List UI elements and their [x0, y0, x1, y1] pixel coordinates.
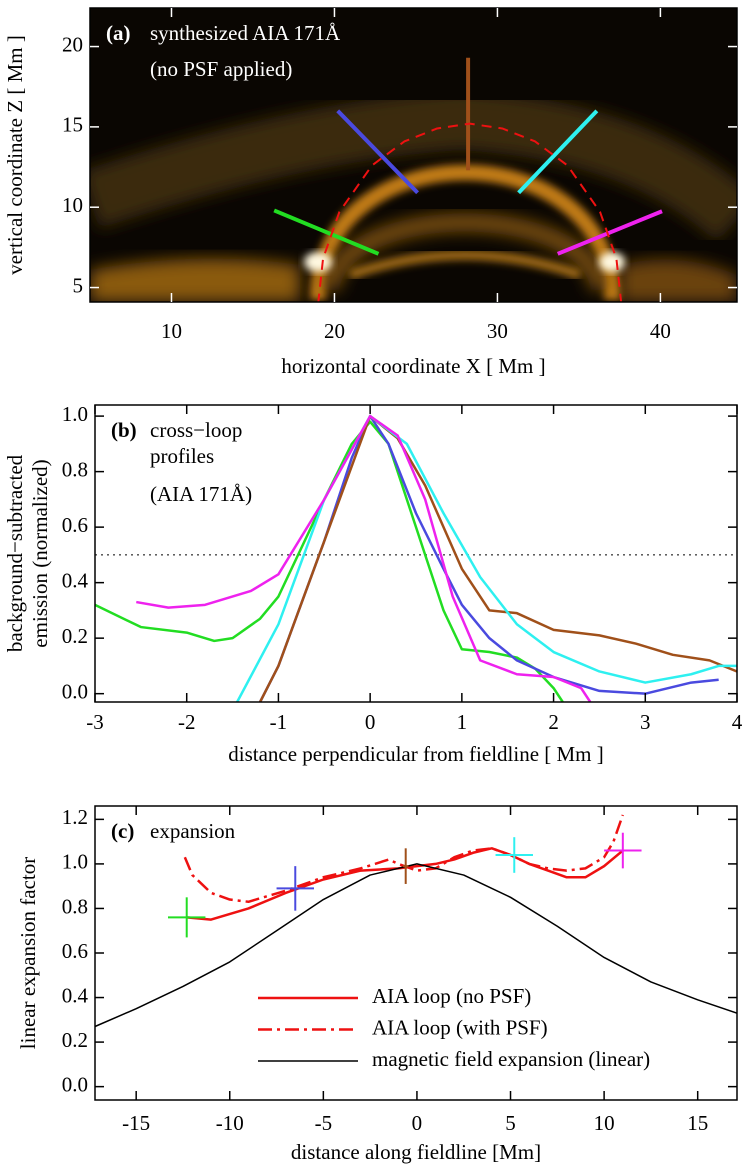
- cut-line: [556, 209, 663, 256]
- loop-trace: [317, 122, 623, 302]
- plot-frame: [94, 404, 738, 703]
- cut-line: [273, 208, 380, 256]
- x-tick-label: 4: [732, 710, 743, 734]
- x-tick-label: 15: [687, 1111, 708, 1135]
- x-tick-label: 40: [650, 319, 671, 343]
- series-line: [136, 414, 592, 702]
- plot-frame: [89, 7, 738, 303]
- y-tick-label: 0.4: [62, 568, 89, 592]
- x-tick-label: -5: [315, 1111, 333, 1135]
- x-tick-label: 10: [594, 1111, 615, 1135]
- panel-label: (a): [106, 21, 131, 45]
- panel-title: profiles: [150, 444, 214, 468]
- x-tick-label: 20: [324, 319, 345, 343]
- y-tick-label: 1.0: [62, 850, 88, 874]
- panel-subtitle: (no PSF applied): [150, 57, 292, 81]
- series-line: [95, 420, 564, 702]
- x-tick-label: 5: [505, 1111, 516, 1135]
- x-tick-label: 0: [365, 710, 376, 734]
- cut-line: [517, 109, 599, 195]
- panel-title: synthesized AIA 171Å: [150, 21, 341, 45]
- x-axis-label: distance along fieldline [Mm]: [291, 1140, 541, 1164]
- legend-label: AIA loop (no PSF): [372, 984, 531, 1008]
- y-tick-label: 0.4: [62, 983, 89, 1007]
- y-tick-label: 0.0: [62, 679, 88, 703]
- y-tick-label: 0.6: [62, 513, 88, 537]
- legend-label: magnetic field expansion (linear): [372, 1047, 650, 1071]
- y-tick-label: 10: [62, 193, 83, 217]
- y-tick-label: 0.8: [62, 457, 88, 481]
- x-tick-label: 0: [412, 1111, 423, 1135]
- panel-title: expansion: [150, 819, 236, 843]
- series-line: [186, 847, 624, 921]
- x-axis-label: horizontal coordinate X [ Mm ]: [281, 354, 545, 378]
- y-tick-label: 5: [73, 273, 84, 297]
- panel-label: (c): [111, 819, 134, 843]
- y-axis-label: emission (normalized): [28, 459, 52, 647]
- y-tick-label: 0.6: [62, 939, 88, 963]
- series-line: [236, 414, 737, 702]
- x-tick-label: 2: [548, 710, 559, 734]
- series-line: [258, 414, 719, 702]
- series-line: [183, 814, 625, 904]
- y-axis-label: background−subtracted: [3, 454, 27, 652]
- y-tick-label: 1.2: [62, 805, 88, 829]
- y-tick-label: 0.8: [62, 894, 88, 918]
- y-tick-label: 1.0: [62, 402, 88, 426]
- legend-label: AIA loop (with PSF): [372, 1015, 548, 1039]
- y-tick-label: 0.2: [62, 1028, 88, 1052]
- x-tick-label: -3: [86, 710, 104, 734]
- panel-title: cross−loop: [150, 418, 242, 442]
- y-tick-label: 0.0: [62, 1072, 88, 1096]
- x-tick-label: -15: [122, 1111, 150, 1135]
- y-tick-label: 15: [62, 113, 83, 137]
- y-tick-label: 20: [62, 32, 83, 56]
- x-tick-label: 30: [487, 319, 508, 343]
- x-tick-label: -2: [178, 710, 196, 734]
- y-axis-label: linear expansion factor: [16, 857, 40, 1049]
- emission-image: [90, 8, 737, 302]
- series-line: [258, 414, 737, 702]
- panel-label: (b): [111, 418, 137, 442]
- x-tick-label: 1: [457, 710, 468, 734]
- panel-title: (AIA 171Å): [150, 482, 252, 506]
- y-tick-label: 0.2: [62, 624, 88, 648]
- y-axis-label: vertical coordinate Z [ Mm ]: [3, 35, 27, 275]
- x-axis-label: distance perpendicular from fieldline [ …: [228, 742, 604, 766]
- x-tick-label: 10: [161, 319, 182, 343]
- plot-area: [95, 414, 737, 702]
- plot-area: [95, 814, 737, 1028]
- x-tick-label: -1: [270, 710, 288, 734]
- cut-line: [336, 109, 420, 195]
- x-tick-label: -10: [216, 1111, 244, 1135]
- x-tick-label: 3: [640, 710, 651, 734]
- plot-area: [273, 57, 663, 302]
- series-line: [95, 863, 737, 1028]
